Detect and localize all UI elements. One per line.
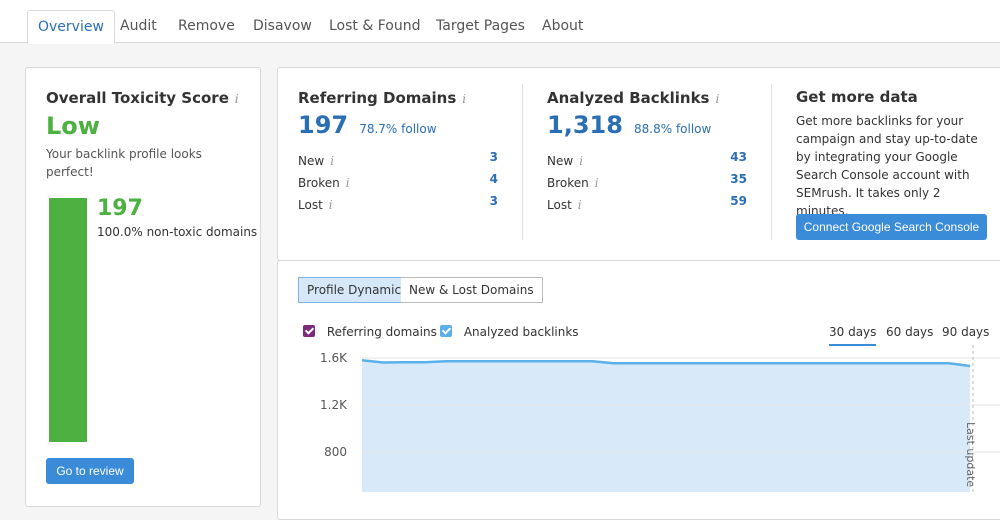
referring-domains-follow: 78.7% follow: [359, 122, 436, 136]
y-tick: 800: [315, 445, 347, 459]
info-icon[interactable]: i: [329, 198, 333, 212]
toxicity-bar: [49, 198, 87, 442]
y-tick: 1.6K: [315, 351, 347, 365]
toxicity-score-label: Low: [46, 112, 100, 140]
info-icon[interactable]: i: [462, 92, 466, 106]
row-value[interactable]: 4: [490, 172, 498, 186]
backlinks-area-chart: [362, 345, 1000, 492]
info-icon[interactable]: i: [595, 176, 599, 190]
tab-audit[interactable]: Audit: [110, 10, 167, 43]
get-more-title: Get more data: [796, 88, 992, 106]
period-60-days[interactable]: 60 days: [886, 325, 933, 339]
info-icon[interactable]: i: [578, 198, 582, 212]
row-label: New: [547, 154, 573, 168]
row-value[interactable]: 43: [730, 150, 747, 164]
row-value[interactable]: 3: [490, 194, 498, 208]
nontoxic-count: 197: [97, 196, 143, 221]
analyzed-backlinks-total[interactable]: 1,318: [547, 111, 623, 139]
row-label: Broken: [298, 176, 340, 190]
info-icon[interactable]: i: [715, 92, 719, 106]
tab-profile-dynamic[interactable]: Profile Dynamic: [298, 277, 410, 303]
legend-referring-domains[interactable]: Referring domains: [303, 325, 437, 339]
row-label: Lost: [547, 198, 572, 212]
row-label: Lost: [298, 198, 323, 212]
y-tick: 1.2K: [315, 398, 347, 412]
analyzed-backlinks-follow: 88.8% follow: [634, 122, 711, 136]
nontoxic-description: 100.0% non-toxic domains: [97, 225, 257, 239]
row-label: New: [298, 154, 324, 168]
tab-overview[interactable]: Overview: [27, 10, 115, 44]
period-30-days[interactable]: 30 days: [829, 325, 876, 346]
legend-analyzed-backlinks[interactable]: Analyzed backlinks: [440, 325, 579, 339]
info-icon[interactable]: i: [235, 92, 239, 106]
toxicity-description: Your backlink profile looks perfect!: [46, 145, 216, 181]
info-icon[interactable]: i: [346, 176, 350, 190]
toxicity-title: Overall Toxicity Score: [46, 89, 229, 107]
tab-lost-found[interactable]: Lost & Found: [319, 10, 430, 43]
analyzed-backlinks-title: Analyzed Backlinks: [547, 89, 709, 107]
row-value[interactable]: 59: [730, 194, 747, 208]
referring-domains-title: Referring Domains: [298, 89, 456, 107]
nontoxic-bar-fill: [49, 198, 87, 442]
period-90-days[interactable]: 90 days: [942, 325, 989, 339]
info-icon[interactable]: i: [579, 154, 583, 168]
tab-new-lost-domains[interactable]: New & Lost Domains: [401, 277, 543, 303]
go-to-review-button[interactable]: Go to review: [46, 458, 134, 484]
tab-about[interactable]: About: [532, 10, 593, 43]
tab-target-pages[interactable]: Target Pages: [426, 10, 535, 43]
toxicity-heading: Overall Toxicity Score i: [46, 88, 239, 107]
info-icon[interactable]: i: [330, 154, 334, 168]
checkbox-icon[interactable]: [440, 325, 452, 337]
legend-label: Referring domains: [327, 325, 437, 339]
divider: [522, 84, 523, 240]
tab-remove[interactable]: Remove: [168, 10, 245, 43]
referring-domains-total[interactable]: 197: [298, 111, 348, 139]
get-more-text: Get more backlinks for your campaign and…: [796, 112, 992, 220]
toxicity-card: Overall Toxicity Score i Low Your backlin…: [25, 67, 261, 507]
analyzed-backlinks-panel: Analyzed Backlinks i 1,318 88.8% follow N…: [547, 88, 747, 238]
connect-gsc-button[interactable]: Connect Google Search Console: [796, 214, 987, 240]
last-update-label: Last update: [964, 422, 977, 487]
checkbox-icon[interactable]: [303, 325, 315, 337]
tab-bar: Overview Audit Remove Disavow Lost & Fou…: [0, 0, 1000, 43]
row-label: Broken: [547, 176, 589, 190]
series-area: [362, 360, 970, 492]
tab-disavow[interactable]: Disavow: [243, 10, 322, 43]
row-value[interactable]: 3: [490, 150, 498, 164]
divider: [771, 84, 772, 240]
row-value[interactable]: 35: [730, 172, 747, 186]
get-more-data-panel: Get more data Get more backlinks for you…: [796, 88, 992, 220]
legend-label: Analyzed backlinks: [464, 325, 579, 339]
